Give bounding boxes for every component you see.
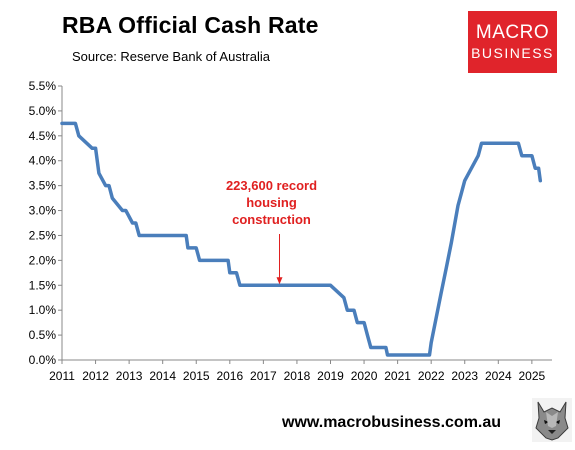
x-tick-label: 2024 — [485, 369, 512, 383]
y-tick-label: 0.0% — [29, 353, 57, 367]
x-tick-labels: 2011 2012 2013 2014 2015 2016 2017 2018 2019 2020… — [49, 369, 545, 383]
website-url: www.macrobusiness.com.au — [282, 414, 502, 431]
x-tick-label: 2020 — [351, 369, 378, 383]
x-tick-label: 2015 — [183, 369, 210, 383]
logo-line-2: BUSINESS — [471, 45, 554, 61]
axes — [58, 85, 552, 364]
y-tick-label: 5.5% — [29, 79, 57, 93]
x-tick-label: 2025 — [519, 369, 546, 383]
y-tick-label: 0.5% — [29, 328, 57, 342]
wolf-icon — [532, 398, 572, 442]
x-tick-label: 2022 — [418, 369, 445, 383]
y-tick-labels: 0.0% 0.5% 1.0% 1.5% 2.0% 2.5% 3.0% 3.5% 4.0% 4.5%… — [29, 79, 57, 367]
y-tick-label: 4.0% — [29, 154, 57, 168]
y-tick-label: 4.5% — [29, 129, 57, 143]
y-tick-label: 1.0% — [29, 303, 57, 317]
macrobusiness-logo: MACRO BUSINESS — [468, 11, 557, 73]
annotation-arrow-head — [276, 277, 283, 285]
logo-line-1: MACRO — [475, 22, 550, 43]
x-tick-label: 2012 — [82, 369, 109, 383]
x-tick-label: 2017 — [250, 369, 277, 383]
annotation-text-line: housing — [246, 195, 297, 210]
y-tick-label: 2.0% — [29, 253, 57, 267]
x-tick-label: 2011 — [49, 369, 75, 383]
chart-title: RBA Official Cash Rate — [62, 12, 319, 38]
x-tick-label: 2019 — [317, 369, 344, 383]
annotation-group: 223,600 record housing construction — [226, 178, 317, 285]
annotation-text-line: 223,600 record — [226, 178, 317, 193]
series-line-0 — [60, 121, 543, 357]
y-tick-label: 5.0% — [29, 104, 57, 118]
x-tick-label: 2013 — [116, 369, 143, 383]
y-tick-label: 1.5% — [29, 278, 57, 292]
y-tick-label: 3.5% — [29, 179, 57, 193]
x-tick-label: 2021 — [384, 369, 411, 383]
series-group — [60, 121, 543, 357]
chart-subtitle: Source: Reserve Bank of Australia — [72, 49, 270, 64]
x-tick-label: 2023 — [451, 369, 478, 383]
x-tick-label: 2014 — [149, 369, 176, 383]
y-tick-label: 2.5% — [29, 228, 57, 242]
x-tick-label: 2018 — [284, 369, 311, 383]
y-tick-label: 3.0% — [29, 204, 57, 218]
annotation-text-line: construction — [232, 212, 311, 227]
x-tick-label: 2016 — [216, 369, 243, 383]
